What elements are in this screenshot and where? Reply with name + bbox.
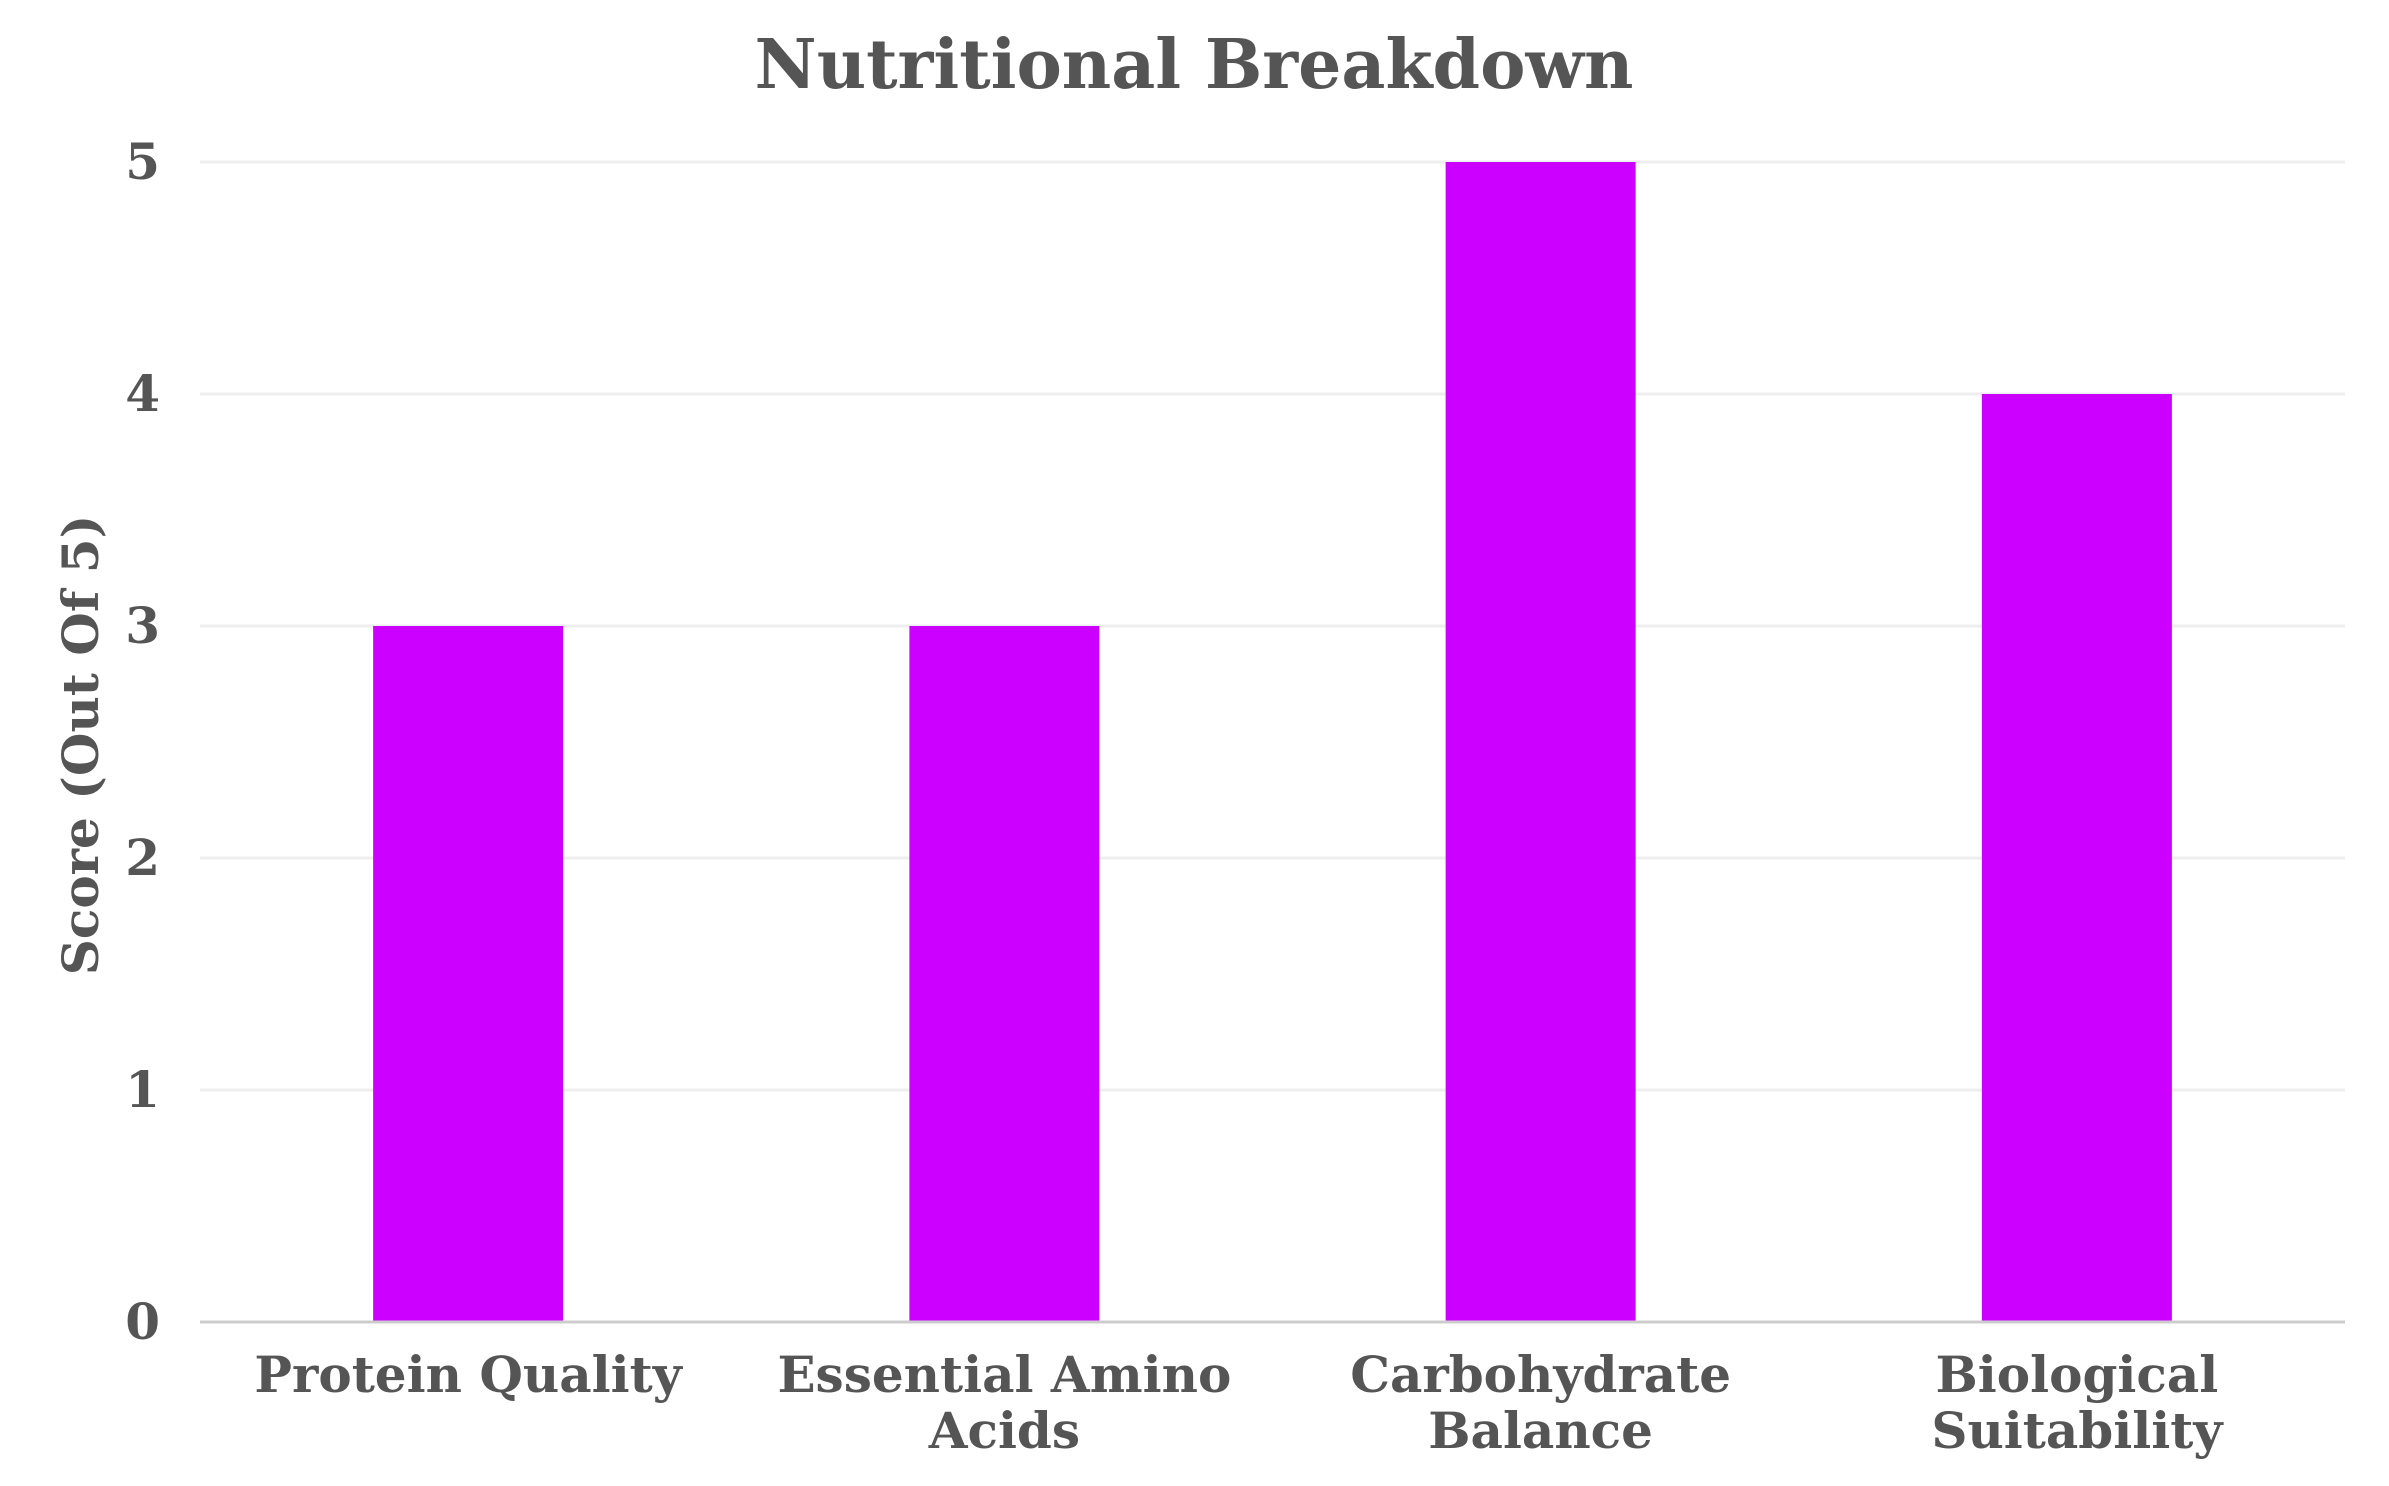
x-tick-label: Balance: [1428, 1401, 1653, 1460]
x-tick-label: Suitability: [1931, 1401, 2224, 1460]
y-tick-label: 0: [125, 1292, 160, 1351]
y-tick-label: 5: [125, 132, 160, 191]
bar: [1981, 394, 2172, 1322]
x-tick-label: Essential Amino: [777, 1345, 1231, 1404]
x-tick-label: Acids: [928, 1401, 1080, 1460]
x-tick-label: Carbohydrate: [1350, 1345, 1731, 1404]
y-tick-labels: 0 1 2 3 4 5: [125, 132, 160, 1351]
x-tick-label: Biological: [1936, 1345, 2219, 1404]
chart-title: Nutritional Breakdown: [755, 25, 1634, 105]
bar: [909, 626, 1100, 1322]
y-tick-label: 2: [125, 828, 160, 887]
y-tick-label: 3: [125, 596, 160, 655]
y-tick-label: 1: [125, 1060, 160, 1119]
y-tick-label: 4: [125, 364, 160, 423]
y-axis-label: Score (Out Of 5): [51, 515, 110, 975]
bar: [1445, 162, 1636, 1322]
bar: [373, 626, 564, 1322]
bars: [373, 162, 2172, 1322]
x-tick-label: Protein Quality: [254, 1345, 683, 1404]
